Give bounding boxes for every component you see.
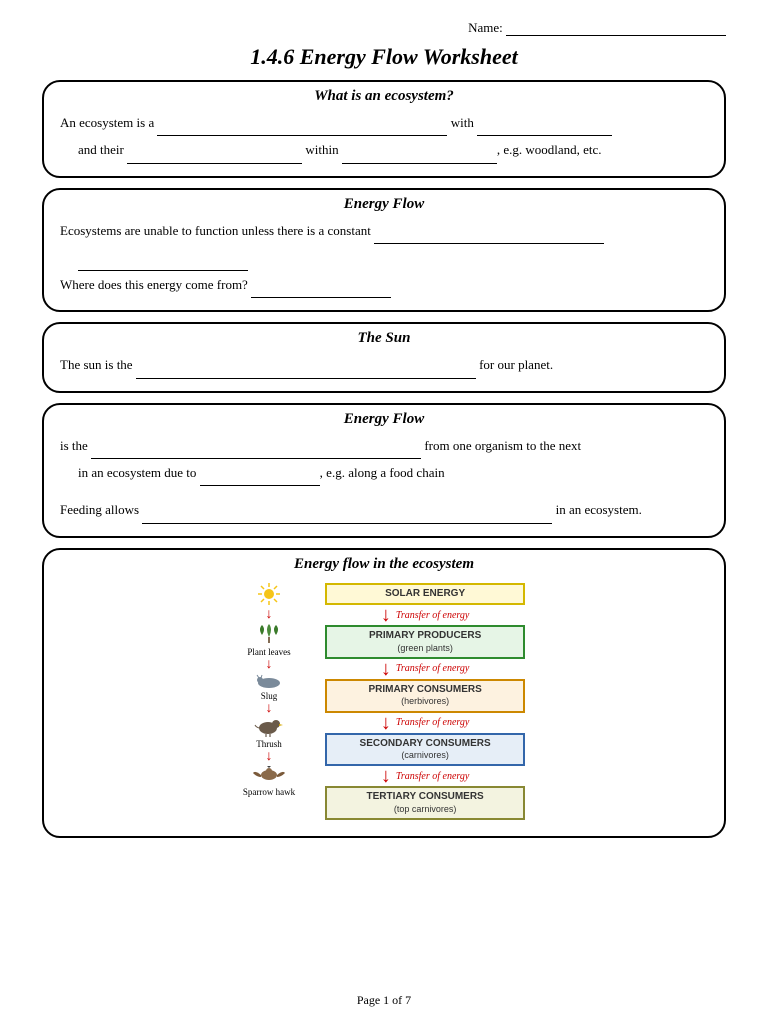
transfer-label: Transfer of energy — [396, 610, 470, 621]
box-label: TERTIARY CONSUMERS — [367, 791, 484, 802]
box-label: SOLAR ENERGY — [385, 588, 465, 599]
section-sun: The Sun The sun is the for our planet. — [42, 322, 726, 392]
text: is the — [60, 438, 88, 453]
blank[interactable] — [136, 366, 476, 379]
flow2-line3: Feeding allows in an ecosystem. — [60, 496, 708, 523]
plant-icon: Plant leaves — [247, 623, 290, 657]
transfer-row: ↓ Transfer of energy — [381, 605, 470, 625]
box-label: SECONDARY CONSUMERS — [360, 738, 491, 749]
slug-label: Slug — [254, 692, 284, 701]
hawk-icon: Sparrow hawk — [243, 765, 295, 797]
energy-boxes: SOLAR ENERGY ↓ Transfer of energy PRIMAR… — [325, 583, 525, 821]
page-footer: Page 1 of 7 — [0, 993, 768, 1008]
arrow-down-icon: ↓ — [381, 767, 391, 785]
blank[interactable] — [78, 258, 248, 271]
transfer-label: Transfer of energy — [396, 771, 470, 782]
box-sub: (top carnivores) — [329, 804, 521, 815]
box-solar: SOLAR ENERGY — [325, 583, 525, 606]
text: with — [451, 115, 474, 130]
text: from one organism to the next — [424, 438, 581, 453]
blank[interactable] — [157, 123, 447, 136]
blank[interactable] — [200, 473, 320, 486]
section-ecosystem: What is an ecosystem? An ecosystem is a … — [42, 80, 726, 178]
name-field: Name: — [42, 20, 726, 36]
box-producers: PRIMARY PRODUCERS (green plants) — [325, 625, 525, 659]
text: and their — [78, 142, 124, 157]
arrow-down-icon: ↓ — [381, 714, 391, 732]
box-sub: (carnivores) — [329, 750, 521, 761]
blank[interactable] — [142, 511, 552, 524]
text: within — [305, 142, 338, 157]
diagram-wrap: ↓ Plant leaves ↓ Slug ↓ Thrush ↓ Sparrow… — [60, 577, 708, 825]
thrush-label: Thrush — [254, 740, 284, 749]
sun-icon — [258, 583, 280, 607]
section-sun-title: The Sun — [60, 328, 708, 349]
flow1-blank2 — [60, 244, 708, 271]
box-label: PRIMARY CONSUMERS — [368, 684, 481, 695]
flow2-line2: in an ecosystem due to , e.g. along a fo… — [60, 459, 708, 486]
text: Feeding allows — [60, 502, 139, 517]
blank[interactable] — [342, 151, 497, 164]
text: Where does this energy come from? — [60, 277, 248, 292]
box-label: PRIMARY PRODUCERS — [369, 630, 481, 641]
flow2-line1: is the from one organism to the next — [60, 432, 708, 459]
arrow-down-icon: ↓ — [266, 750, 273, 764]
blank[interactable] — [127, 151, 302, 164]
box-secondary-consumers: SECONDARY CONSUMERS (carnivores) — [325, 733, 525, 767]
hawk-label: Sparrow hawk — [243, 788, 295, 797]
transfer-label: Transfer of energy — [396, 717, 470, 728]
arrow-down-icon: ↓ — [266, 608, 273, 622]
section-flow1: Energy Flow Ecosystems are unable to fun… — [42, 188, 726, 313]
transfer-row: ↓ Transfer of energy — [381, 713, 470, 733]
text: Ecosystems are unable to function unless… — [60, 223, 371, 238]
text: in an ecosystem due to — [78, 465, 196, 480]
section-diagram-title: Energy flow in the ecosystem — [60, 554, 708, 575]
flow1-line1: Ecosystems are unable to function unless… — [60, 217, 708, 244]
blank[interactable] — [477, 123, 612, 136]
text: in an ecosystem. — [556, 502, 642, 517]
text: , e.g. along a food chain — [320, 465, 445, 480]
name-blank[interactable] — [506, 35, 726, 36]
slug-icon: Slug — [254, 673, 284, 701]
section-flow1-title: Energy Flow — [60, 194, 708, 215]
food-chain: ↓ Plant leaves ↓ Slug ↓ Thrush ↓ Sparrow… — [243, 583, 295, 821]
box-sub: (green plants) — [329, 643, 521, 654]
ecosystem-line2: and their within , e.g. woodland, etc. — [60, 136, 708, 163]
arrow-down-icon: ↓ — [381, 606, 391, 624]
ecosystem-line1: An ecosystem is a with — [60, 109, 708, 136]
sun-line1: The sun is the for our planet. — [60, 351, 708, 378]
blank[interactable] — [91, 446, 421, 459]
box-tertiary-consumers: TERTIARY CONSUMERS (top carnivores) — [325, 786, 525, 820]
text: An ecosystem is a — [60, 115, 154, 130]
text: for our planet. — [479, 357, 553, 372]
thrush-icon: Thrush — [254, 717, 284, 749]
transfer-row: ↓ Transfer of energy — [381, 766, 470, 786]
page-title: 1.4.6 Energy Flow Worksheet — [42, 44, 726, 70]
arrow-down-icon: ↓ — [266, 702, 273, 716]
flow1-line2: Where does this energy come from? — [60, 271, 708, 298]
section-flow2-title: Energy Flow — [60, 409, 708, 430]
transfer-label: Transfer of energy — [396, 663, 470, 674]
arrow-down-icon: ↓ — [381, 660, 391, 678]
name-label: Name: — [468, 20, 503, 35]
arrow-down-icon: ↓ — [266, 658, 273, 672]
box-sub: (herbivores) — [329, 696, 521, 707]
blank[interactable] — [374, 231, 604, 244]
box-primary-consumers: PRIMARY CONSUMERS (herbivores) — [325, 679, 525, 713]
blank[interactable] — [251, 285, 391, 298]
text: The sun is the — [60, 357, 133, 372]
text: , e.g. woodland, etc. — [497, 142, 602, 157]
transfer-row: ↓ Transfer of energy — [381, 659, 470, 679]
section-flow2: Energy Flow is the from one organism to … — [42, 403, 726, 538]
plant-label: Plant leaves — [247, 648, 290, 657]
section-diagram: Energy flow in the ecosystem ↓ Plant lea… — [42, 548, 726, 839]
section-ecosystem-title: What is an ecosystem? — [60, 86, 708, 107]
